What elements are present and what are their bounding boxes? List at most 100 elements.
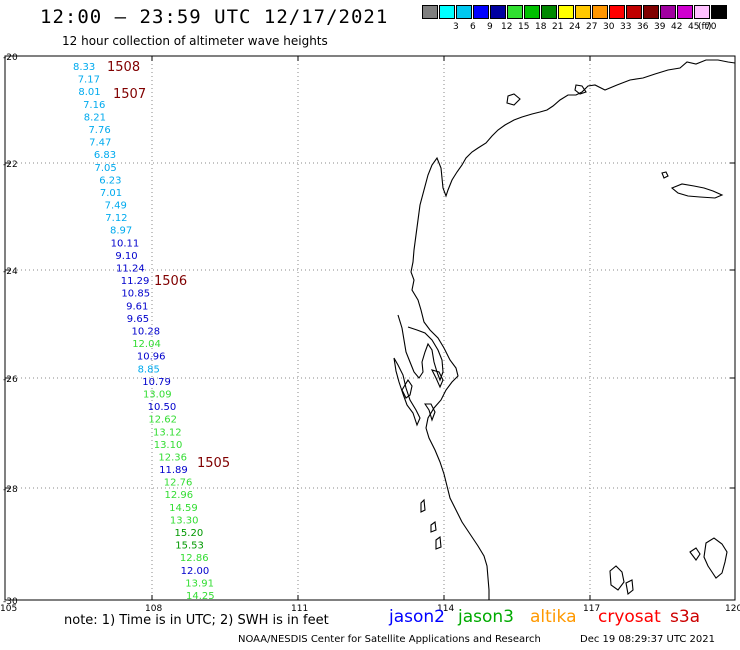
wave-height-label: 15.20 xyxy=(175,528,204,539)
colorbar-label: 70 xyxy=(705,22,717,32)
wave-height-label: 7.01 xyxy=(100,188,122,199)
colorbar-label: 12 xyxy=(501,22,513,32)
map-border xyxy=(4,55,736,601)
coastline-segment xyxy=(661,171,669,179)
colorbar-swatch xyxy=(422,5,438,19)
wave-height-label: 14.59 xyxy=(169,503,198,514)
satellite-cryosat: cryosat xyxy=(598,607,661,627)
map-frame xyxy=(4,55,736,601)
coastline-segment xyxy=(609,565,625,591)
wave-height-label: 8.97 xyxy=(110,226,132,237)
colorbar-label: 36 xyxy=(637,22,649,32)
wave-height-label: 10.79 xyxy=(142,377,171,388)
satellite-altika: altika xyxy=(530,607,577,627)
wave-height-label: 10.50 xyxy=(148,402,177,413)
coastline-segment xyxy=(689,547,701,561)
time-label: 1507 xyxy=(113,87,146,102)
wave-height-label: 8.01 xyxy=(78,87,100,98)
colorbar-swatch xyxy=(558,5,574,19)
coastline-segment xyxy=(625,579,634,596)
colorbar-swatch xyxy=(592,5,608,19)
latitude-label: -20 xyxy=(3,53,18,63)
colorbar-label: 39 xyxy=(654,22,666,32)
colorbar-label: 3 xyxy=(453,22,459,32)
colorbar-swatch xyxy=(677,5,693,19)
wave-height-label: 7.17 xyxy=(78,75,100,86)
latitude-label: -28 xyxy=(3,485,18,495)
latitude-label: -24 xyxy=(3,267,18,277)
wave-height-label: 8.21 xyxy=(84,112,106,123)
longitude-label: 105 xyxy=(0,604,17,614)
wave-height-label: 13.30 xyxy=(170,515,199,526)
wave-height-label: 13.09 xyxy=(143,389,172,400)
wave-height-label: 6.23 xyxy=(99,175,121,186)
coastline-segment xyxy=(703,537,728,579)
satellite-jason2: jason2 xyxy=(389,607,445,627)
colorbar-label: 21 xyxy=(552,22,564,32)
colorbar-label: 9 xyxy=(487,22,493,32)
colorbar-label: 18 xyxy=(535,22,547,32)
colorbar-swatch xyxy=(643,5,659,19)
colorbar-swatch xyxy=(456,5,472,19)
wave-height-label: 12.86 xyxy=(180,553,209,564)
colorbar-swatch xyxy=(439,5,455,19)
colorbar-label: 45 xyxy=(688,22,700,32)
colorbar-label: 30 xyxy=(603,22,615,32)
wave-height-label: 7.12 xyxy=(105,213,127,224)
page-title: 12:00 — 23:59 UTC 12/17/2021 xyxy=(40,6,389,28)
wave-height-label: 13.91 xyxy=(185,578,214,589)
colorbar-swatch xyxy=(609,5,625,19)
wave-height-label: 12.04 xyxy=(132,339,161,350)
satellite-s3a: s3a xyxy=(670,607,701,627)
coastline-segment xyxy=(506,93,521,106)
latitude-label: -26 xyxy=(3,375,18,385)
coastline-segment xyxy=(393,357,421,427)
colorbar-swatch xyxy=(507,5,523,19)
coastline-segment xyxy=(670,183,724,199)
colorbar-label: 27 xyxy=(586,22,598,32)
wave-height-label: 7.05 xyxy=(95,163,117,174)
colorbar-swatch xyxy=(473,5,489,19)
wave-height-label: 7.47 xyxy=(89,138,111,149)
wave-height-label: 12.96 xyxy=(164,490,193,501)
coastline-segment xyxy=(574,84,587,95)
wave-height-label: 14.25 xyxy=(186,591,215,602)
wave-height-labels: 8.33 7.178.01 7.168.21 7.76 7.476.83 7.056.23… xyxy=(73,62,215,602)
timestamp-text: Dec 19 08:29:37 UTC 2021 xyxy=(580,634,715,645)
wave-height-label: 12.00 xyxy=(181,566,210,577)
wave-height-label: 8.85 xyxy=(138,364,160,375)
time-label: 1505 xyxy=(197,456,230,471)
wave-height-label: 7.49 xyxy=(105,201,127,212)
coastline-segment xyxy=(401,378,413,399)
wave-height-label: 6.83 xyxy=(94,150,116,161)
latitude-label: -30 xyxy=(3,597,18,607)
wave-height-label: 12.36 xyxy=(158,452,187,463)
colorbar-swatch xyxy=(626,5,642,19)
wave-height-label: 13.12 xyxy=(153,427,182,438)
longitude-label: 117 xyxy=(583,604,600,614)
colorbar-swatch xyxy=(694,5,710,19)
time-labels: 1508 1507 1506 1505 xyxy=(107,60,230,471)
coastline-segment xyxy=(435,535,442,550)
wave-height-label: 12.62 xyxy=(148,415,177,426)
wave-height-label: 9.10 xyxy=(115,251,137,262)
colorbar-swatch xyxy=(575,5,591,19)
wave-height-label: 10.11 xyxy=(111,238,140,249)
longitude-label: 108 xyxy=(145,604,162,614)
colorbar-unit: (ft) xyxy=(698,22,712,32)
colorbar-swatch xyxy=(524,5,540,19)
footer-note: note: 1) Time is in UTC; 2) SWH is in fe… xyxy=(64,613,329,628)
colorbar-swatch xyxy=(711,5,727,19)
colorbar-label: 24 xyxy=(569,22,581,32)
colorbar-label: 42 xyxy=(671,22,683,32)
time-label: 1508 xyxy=(107,60,140,75)
colorbar-swatch xyxy=(541,5,557,19)
wave-height-label: 10.28 xyxy=(132,327,161,338)
wave-height-label: 9.61 xyxy=(126,301,148,312)
time-label: 1506 xyxy=(154,274,187,289)
coastline-segment xyxy=(420,498,426,513)
wave-height-label: 8.33 xyxy=(73,62,95,73)
wave-height-label: 9.65 xyxy=(127,314,149,325)
